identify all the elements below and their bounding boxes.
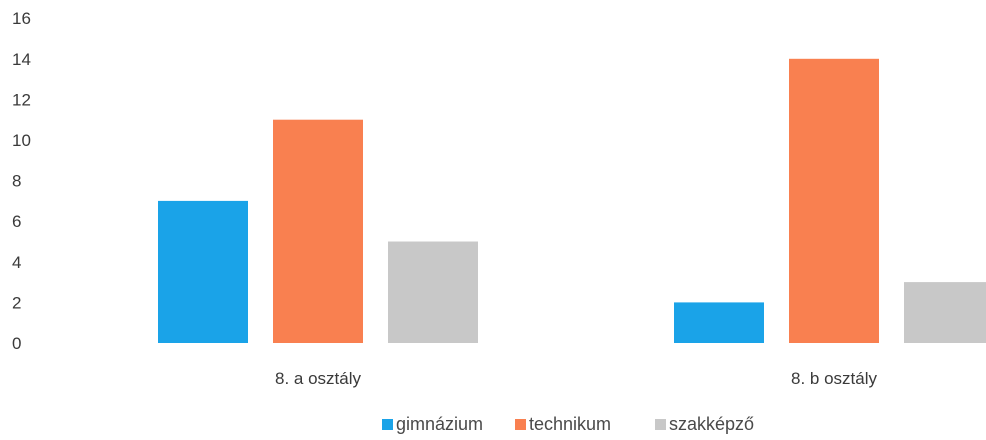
y-tick-label: 10 <box>12 131 31 150</box>
bar <box>789 58 879 344</box>
bar <box>388 241 478 343</box>
y-tick-label: 2 <box>12 293 21 312</box>
y-tick-label: 12 <box>12 90 31 109</box>
legend: gimnázium technikum szakképző <box>382 414 754 434</box>
legend-swatch <box>382 419 393 430</box>
y-tick-label: 14 <box>12 50 31 69</box>
y-tick-label: 16 <box>12 9 31 28</box>
y-tick-label: 6 <box>12 212 21 231</box>
legend-item: technikum <box>515 414 611 434</box>
bars-group <box>158 58 986 344</box>
legend-label: technikum <box>529 414 611 434</box>
legend-item: szakképző <box>655 414 754 434</box>
legend-swatch <box>515 419 526 430</box>
y-tick-label: 8 <box>12 172 21 191</box>
legend-item: gimnázium <box>382 414 483 434</box>
legend-swatch <box>655 419 666 430</box>
bar <box>158 200 248 343</box>
x-category-label: 8. b osztály <box>791 369 877 388</box>
y-axis-tick-labels: 0 2 4 6 8 10 12 14 16 <box>12 9 31 353</box>
y-tick-label: 4 <box>12 253 21 272</box>
bar <box>273 119 363 343</box>
legend-label: gimnázium <box>396 414 483 434</box>
x-category-label: 8. a osztály <box>275 369 361 388</box>
y-tick-label: 0 <box>12 334 21 353</box>
bar <box>904 282 986 343</box>
legend-label: szakképző <box>669 414 754 434</box>
bar <box>674 302 764 343</box>
x-axis-category-labels: 8. a osztály 8. b osztály <box>275 369 877 388</box>
